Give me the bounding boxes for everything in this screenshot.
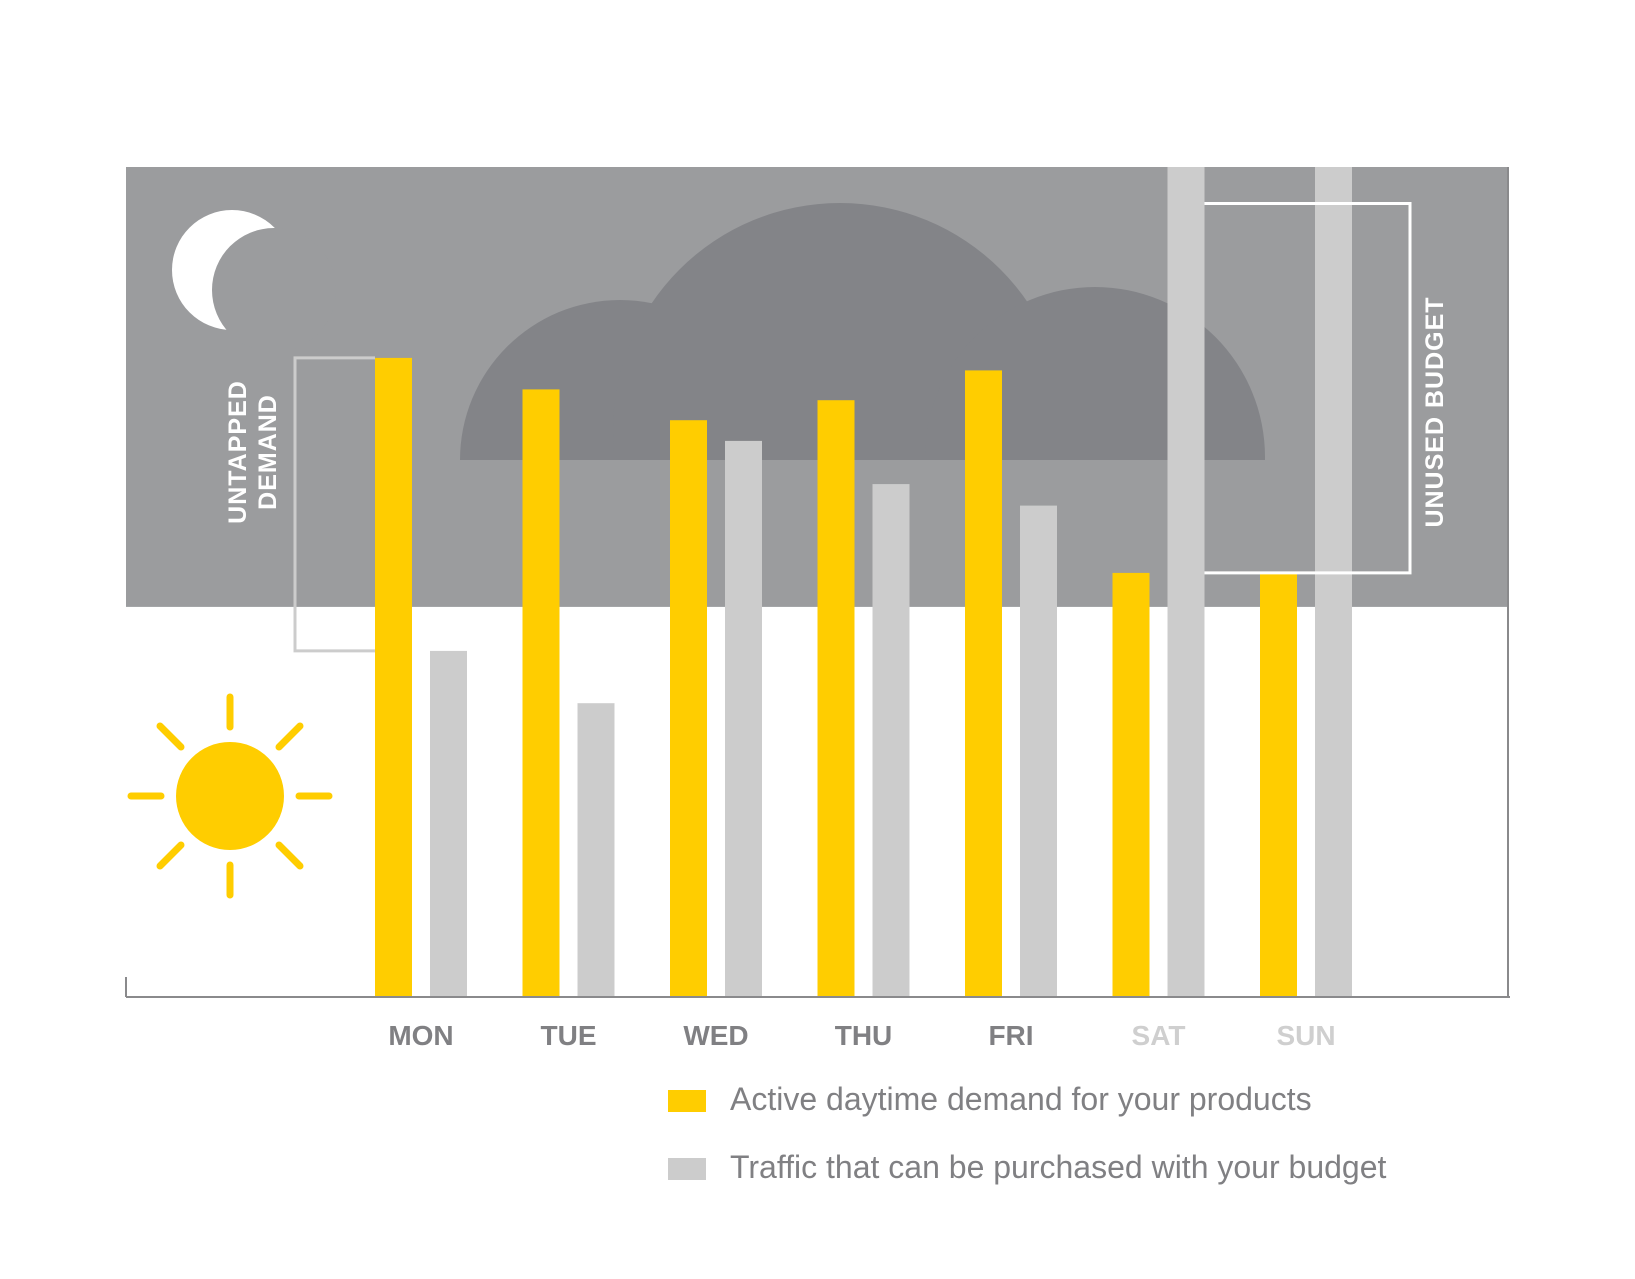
- bar-demand-mon: [375, 357, 412, 997]
- legend-swatch-demand: [668, 1090, 706, 1112]
- unused-budget-label: UNUSED BUDGET: [1421, 296, 1449, 527]
- bar-demand-wed: [670, 420, 707, 997]
- day-label-tue: TUE: [541, 1020, 597, 1051]
- bar-traffic-sun: [1315, 167, 1352, 997]
- bar-demand-fri: [965, 370, 1002, 997]
- untapped-demand-bracket: [293, 356, 375, 653]
- day-label-wed: WED: [683, 1020, 748, 1051]
- day-label-sun: SUN: [1276, 1020, 1335, 1051]
- bar-demand-sat: [1112, 572, 1150, 997]
- bar-traffic-mon: [430, 650, 467, 997]
- annotations: UNTAPPEDDEMAND UNUSED BUDGET: [224, 202, 1449, 653]
- bars: [375, 167, 1352, 998]
- day-labels: MON TUE WED THU FRI SAT SUN: [388, 1020, 1335, 1051]
- legend-swatch-traffic: [668, 1158, 706, 1180]
- bar-demand-thu: [817, 400, 855, 997]
- day-label-mon: MON: [388, 1020, 453, 1051]
- untapped-demand-label: UNTAPPEDDEMAND: [224, 380, 282, 524]
- unused-budget-bracket: [1204, 202, 1412, 575]
- legend-label-traffic: Traffic that can be purchased with your …: [730, 1149, 1387, 1185]
- moon-icon: [172, 210, 336, 352]
- bar-traffic-wed: [725, 440, 762, 997]
- day-label-thu: THU: [835, 1020, 893, 1051]
- bar-traffic-fri: [1020, 505, 1057, 997]
- day-label-sat: SAT: [1132, 1020, 1186, 1051]
- bar-demand-sun: [1260, 572, 1297, 997]
- day-label-fri: FRI: [988, 1020, 1033, 1051]
- legend-label-demand: Active daytime demand for your products: [730, 1081, 1312, 1117]
- sun-icon: [127, 693, 333, 899]
- bar-traffic-sat: [1167, 167, 1205, 997]
- bar-demand-tue: [522, 389, 560, 997]
- bar-traffic-thu: [872, 484, 910, 998]
- legend: Active daytime demand for your products T…: [668, 1081, 1387, 1185]
- axes: [125, 167, 1510, 998]
- bar-traffic-tue: [577, 703, 615, 997]
